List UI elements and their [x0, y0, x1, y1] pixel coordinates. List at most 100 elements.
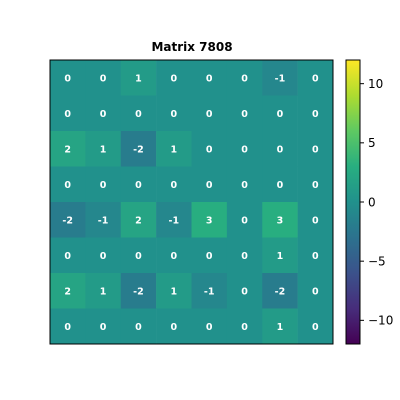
heatmap-cell: [226, 95, 263, 132]
heatmap-cell: [85, 202, 122, 238]
heatmap-cell: [226, 131, 263, 167]
cell-value-label: 1: [170, 144, 177, 155]
plot-frame: [49, 59, 334, 345]
cell-value-label: -1: [275, 73, 286, 84]
heatmap-cell: [85, 60, 122, 96]
heatmap-cell: [50, 308, 86, 345]
heatmap-cell: [156, 166, 192, 203]
cell-value-label: 0: [312, 109, 319, 120]
colorbar-tick-label: −5: [368, 254, 386, 268]
heatmap-cell: [50, 60, 86, 96]
cell-value-label: 1: [100, 286, 107, 297]
colorbar-tick-label: 5: [368, 136, 376, 150]
colorbar-tick-label: −10: [368, 314, 393, 328]
cell-value-label: 0: [206, 180, 213, 191]
cell-value-label: 0: [64, 73, 71, 84]
colorbar-tick-label: 10: [368, 77, 383, 91]
cell-value-label: 1: [170, 286, 177, 297]
heatmap-cell: [85, 273, 122, 309]
heatmap-cell: [297, 237, 334, 274]
heatmap-cell: [156, 273, 192, 309]
cell-value-label: -2: [62, 215, 73, 226]
heatmap-cell: [156, 60, 192, 96]
heatmap-cell: [85, 95, 122, 132]
heatmap-cell: [120, 273, 157, 309]
heatmap-cell: [50, 166, 86, 203]
colorbar-ticks: 10 5 0 −5 −10: [360, 77, 393, 328]
heatmap-cell: [262, 131, 298, 167]
cell-value-label: 0: [135, 251, 142, 262]
heatmap-cell: [226, 60, 263, 96]
cell-value-label: 0: [64, 109, 71, 120]
heatmap-cell: [297, 308, 334, 345]
heatmap-cell: [50, 131, 86, 167]
cell-value-label: 0: [312, 286, 319, 297]
heatmap-cell: [297, 202, 334, 238]
cell-value-label: 1: [100, 144, 107, 155]
cell-value-label: 0: [277, 144, 284, 155]
heatmap-cell: [156, 202, 192, 238]
chart-title: Matrix 7808: [151, 40, 232, 54]
cell-value-label: 0: [312, 251, 319, 262]
cell-value-label: -1: [204, 286, 215, 297]
cell-value-label: 1: [277, 322, 284, 333]
heatmap-cell: [262, 308, 298, 345]
cell-value-label: 0: [241, 286, 248, 297]
cell-value-label: 0: [170, 180, 177, 191]
cell-value-label: 1: [277, 251, 284, 262]
heatmap-cell: [262, 166, 298, 203]
cell-value-label: 0: [100, 180, 107, 191]
colorbar: 10 5 0 −5 −10: [345, 59, 393, 345]
cell-value-label: 0: [241, 73, 248, 84]
heatmap-cell: [226, 273, 263, 309]
cell-value-label: 0: [64, 180, 71, 191]
cell-value-label: 0: [135, 322, 142, 333]
cell-value-label: 0: [241, 180, 248, 191]
cell-value-label: 3: [206, 215, 213, 226]
heatmap-cell: [262, 60, 298, 96]
heatmap-cell: [191, 273, 228, 309]
cell-value-label: 1: [135, 73, 142, 84]
cell-value-label: 0: [241, 322, 248, 333]
heatmap-cell: [262, 202, 298, 238]
heatmap-cell: [191, 166, 228, 203]
heatmap-cell: [297, 166, 334, 203]
heatmap-cell: [120, 166, 157, 203]
heatmap-cell: [120, 95, 157, 132]
cell-value-label: 0: [135, 109, 142, 120]
heatmap-cell: [156, 237, 192, 274]
cell-value-label: 0: [100, 322, 107, 333]
heatmap-cell: [191, 131, 228, 167]
heatmap-cell: [191, 237, 228, 274]
cell-value-label: 0: [64, 322, 71, 333]
cell-value-label: -2: [133, 144, 144, 155]
cell-value-label: -1: [98, 215, 109, 226]
heatmap-cell: [297, 273, 334, 309]
cell-value-label: 2: [135, 215, 142, 226]
cell-value-label: 3: [277, 215, 284, 226]
heatmap-cell: [226, 237, 263, 274]
heatmap-cell: [297, 131, 334, 167]
cell-value-label: 2: [64, 144, 71, 155]
heatmap-cell: [191, 60, 228, 96]
cell-value-label: -2: [275, 286, 286, 297]
heatmap-cell: [50, 237, 86, 274]
heatmap-cell: [85, 166, 122, 203]
heatmap-cell: [120, 237, 157, 274]
heatmap-cell: [191, 202, 228, 238]
cell-value-label: 0: [312, 322, 319, 333]
cell-value-label: 0: [277, 109, 284, 120]
cell-value-label: 0: [241, 251, 248, 262]
cell-value-label: 0: [206, 73, 213, 84]
heatmap-cell: [262, 237, 298, 274]
cell-value-label: 0: [277, 180, 284, 191]
heatmap-cell: [156, 95, 192, 132]
heatmap-cell: [262, 273, 298, 309]
cell-value-label: -2: [133, 286, 144, 297]
heatmap-cell: [191, 308, 228, 345]
cell-value-label: 0: [206, 251, 213, 262]
cell-value-label: 0: [170, 73, 177, 84]
heatmap-cell: [85, 237, 122, 274]
